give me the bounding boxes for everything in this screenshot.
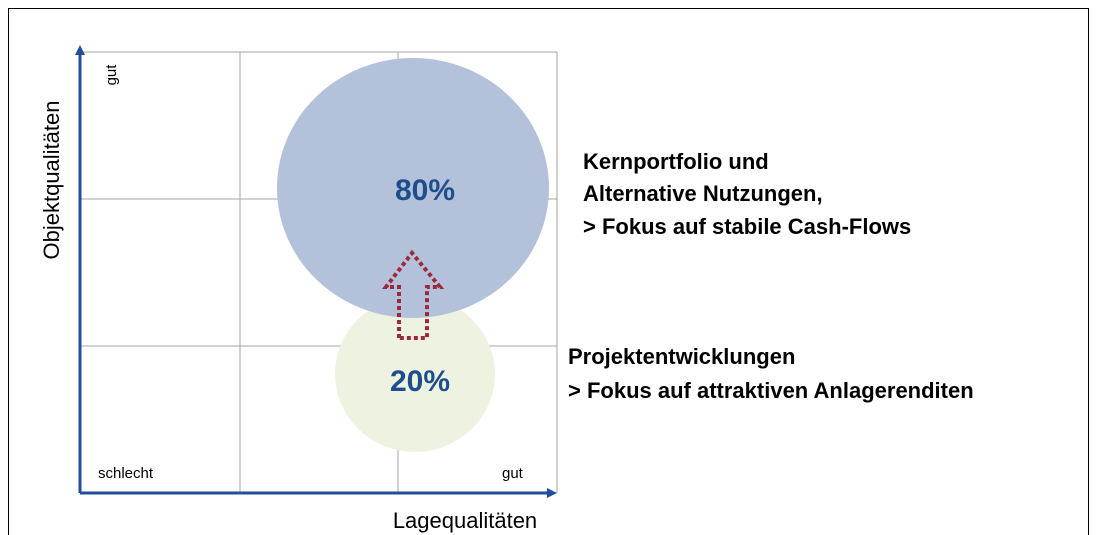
large-bubble [277, 58, 549, 318]
bubble-label: 80% [395, 174, 455, 207]
annotation-line: > Fokus auf stabile Cash-Flows [583, 214, 911, 239]
x-axis-label: Lagequalitäten [393, 508, 537, 533]
frame [8, 8, 1089, 535]
x-low-label: schlecht [98, 465, 154, 482]
annotation-line: Projektentwicklungen [568, 344, 795, 369]
annotation-line: Alternative Nutzungen, [583, 181, 823, 206]
annotation-line: > Fokus auf attraktiven Anlagerenditen [568, 378, 974, 403]
y-high-label: gut [103, 64, 120, 86]
y-axis-label: Objektqualitäten [39, 101, 64, 260]
x-high-label: gut [502, 465, 524, 482]
annotation-line: Kernportfolio und [583, 149, 769, 174]
bubble-label: 20% [390, 365, 450, 398]
small-bubble [335, 296, 495, 452]
arrow [381, 249, 445, 340]
